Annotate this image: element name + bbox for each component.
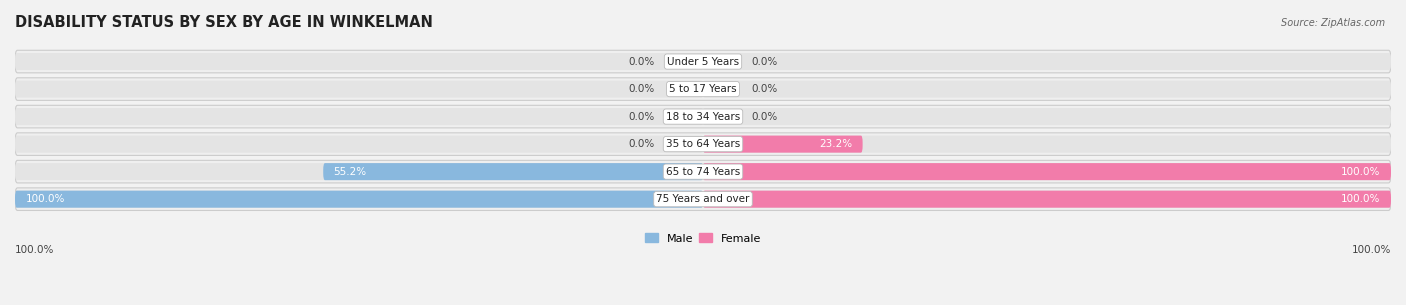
FancyBboxPatch shape [15, 53, 703, 70]
Text: 5 to 17 Years: 5 to 17 Years [669, 84, 737, 94]
Text: 0.0%: 0.0% [628, 139, 655, 149]
Legend: Male, Female: Male, Female [640, 229, 766, 248]
Text: 0.0%: 0.0% [628, 84, 655, 94]
FancyBboxPatch shape [703, 53, 1391, 70]
FancyBboxPatch shape [703, 136, 863, 152]
FancyBboxPatch shape [15, 188, 1391, 210]
FancyBboxPatch shape [703, 136, 1391, 152]
Text: 100.0%: 100.0% [25, 194, 65, 204]
FancyBboxPatch shape [703, 81, 1391, 98]
Text: 100.0%: 100.0% [1341, 194, 1381, 204]
FancyBboxPatch shape [703, 108, 1391, 125]
FancyBboxPatch shape [703, 163, 1391, 180]
Text: 35 to 64 Years: 35 to 64 Years [666, 139, 740, 149]
FancyBboxPatch shape [15, 108, 703, 125]
FancyBboxPatch shape [15, 163, 703, 180]
Text: 0.0%: 0.0% [751, 112, 778, 122]
FancyBboxPatch shape [703, 163, 1391, 180]
FancyBboxPatch shape [15, 78, 1391, 100]
Text: 100.0%: 100.0% [1351, 245, 1391, 255]
FancyBboxPatch shape [703, 191, 1391, 208]
FancyBboxPatch shape [323, 163, 703, 180]
Text: 0.0%: 0.0% [751, 84, 778, 94]
Text: Under 5 Years: Under 5 Years [666, 56, 740, 66]
FancyBboxPatch shape [15, 160, 1391, 183]
FancyBboxPatch shape [703, 191, 1391, 208]
Text: 65 to 74 Years: 65 to 74 Years [666, 167, 740, 177]
Text: 0.0%: 0.0% [751, 56, 778, 66]
Text: 0.0%: 0.0% [628, 112, 655, 122]
Text: Source: ZipAtlas.com: Source: ZipAtlas.com [1281, 18, 1385, 28]
Text: 100.0%: 100.0% [15, 245, 55, 255]
Text: 0.0%: 0.0% [628, 56, 655, 66]
Text: 100.0%: 100.0% [1341, 167, 1381, 177]
Text: 23.2%: 23.2% [820, 139, 852, 149]
Text: 18 to 34 Years: 18 to 34 Years [666, 112, 740, 122]
FancyBboxPatch shape [15, 133, 1391, 156]
FancyBboxPatch shape [15, 191, 703, 208]
FancyBboxPatch shape [15, 191, 703, 208]
FancyBboxPatch shape [15, 136, 703, 152]
Text: 55.2%: 55.2% [333, 167, 367, 177]
Text: DISABILITY STATUS BY SEX BY AGE IN WINKELMAN: DISABILITY STATUS BY SEX BY AGE IN WINKE… [15, 15, 433, 30]
FancyBboxPatch shape [15, 50, 1391, 73]
FancyBboxPatch shape [15, 81, 703, 98]
FancyBboxPatch shape [15, 105, 1391, 128]
Text: 75 Years and over: 75 Years and over [657, 194, 749, 204]
